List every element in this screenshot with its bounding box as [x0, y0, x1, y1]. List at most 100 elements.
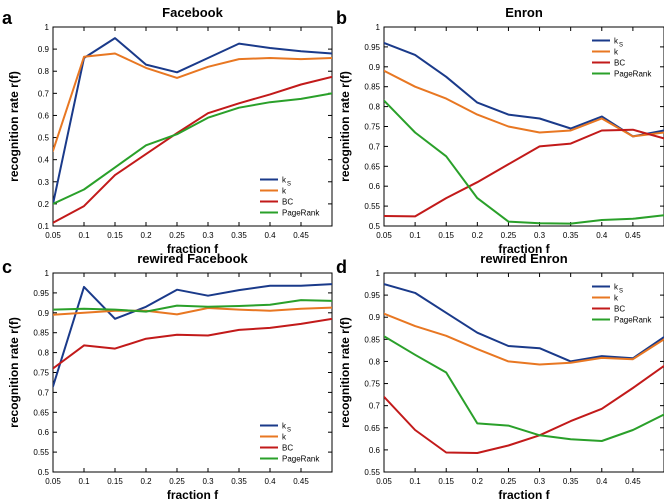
x-tick-label: 0.45 [293, 231, 309, 240]
plot-frame [52, 272, 333, 473]
x-tick-label: 0.25 [501, 231, 517, 240]
y-tick-label: 0.7 [369, 142, 381, 151]
x-tick-label: 0.05 [45, 231, 61, 240]
series-line-k [384, 312, 664, 366]
y-tick-label: 0.2 [38, 200, 50, 209]
x-tick-label: 0.15 [438, 477, 454, 486]
y-tick-label: 0.95 [364, 43, 380, 52]
y-axis-label: recognition rate r(f) [7, 71, 21, 182]
x-tick-label: 0.15 [438, 231, 454, 240]
legend-label: k [614, 37, 619, 46]
legend-label-subscript: S [287, 428, 291, 434]
y-tick-label: 0.75 [364, 380, 380, 389]
legend-label: k [282, 422, 287, 431]
y-tick-label: 0.3 [38, 178, 50, 187]
panel-letter: d [336, 257, 347, 277]
chart-panel-d: d rewired Enron 0.55 0.6 0.65 0.7 0.75 0.8 0.85 0… [336, 251, 664, 502]
legend-label: PageRank [282, 455, 320, 464]
series-line-k-s [384, 41, 664, 138]
y-tick-label: 1 [376, 269, 381, 278]
series-line-k [53, 306, 332, 316]
y-tick-label: 0.7 [369, 402, 381, 411]
x-tick-label: 0.15 [107, 477, 123, 486]
legend-label: k [282, 187, 287, 196]
series-line-k-s [53, 37, 332, 205]
panel-letter: c [2, 257, 12, 277]
y-tick-label: 0.75 [364, 123, 380, 132]
series-line-pagerank [384, 99, 664, 225]
x-tick-label: 0.25 [501, 477, 517, 486]
y-axis-label: recognition rate r(f) [338, 71, 352, 182]
legend-label-subscript: S [619, 43, 623, 49]
legend-label: BC [614, 305, 625, 314]
legend-label: k [614, 294, 619, 303]
y-tick-label: 0.8 [38, 67, 50, 76]
legend-label: PageRank [282, 209, 320, 218]
y-tick-label: 0.8 [369, 103, 381, 112]
panel-letter: b [336, 8, 347, 28]
y-tick-label: 0.75 [33, 369, 49, 378]
y-tick-label: 0.8 [38, 349, 50, 358]
y-tick-label: 0.5 [369, 222, 381, 231]
y-tick-label: 0.4 [38, 156, 50, 165]
y-tick-label: 0.85 [33, 329, 49, 338]
x-tick-label: 0.45 [293, 477, 309, 486]
y-axis-label: recognition rate r(f) [338, 317, 352, 428]
legend-label: k [282, 176, 287, 185]
x-axis-label: fraction f [167, 488, 219, 502]
y-tick-label: 0.7 [38, 89, 50, 98]
legend: k Sk BC PageRank [260, 176, 320, 218]
legend-label-subscript: S [287, 182, 291, 188]
y-tick-label: 0.5 [38, 134, 50, 143]
x-tick-label: 0.35 [231, 477, 247, 486]
legend-label: PageRank [614, 316, 652, 325]
legend-label: k [282, 433, 287, 442]
legend: k Sk BC PageRank [592, 37, 652, 79]
legend-label: BC [282, 198, 293, 207]
plot-frame [52, 26, 333, 227]
y-tick-label: 0.5 [38, 468, 50, 477]
chart-title: Enron [505, 5, 543, 20]
x-tick-label: 0.2 [472, 231, 484, 240]
y-axis-label: recognition rate r(f) [7, 317, 21, 428]
legend-label: BC [282, 444, 293, 453]
series-line-bc [384, 128, 664, 218]
y-tick-label: 0.9 [369, 63, 381, 72]
x-tick-label: 0.25 [169, 477, 185, 486]
x-tick-label: 0.3 [202, 231, 214, 240]
x-axis-label: fraction f [167, 242, 219, 256]
series-line-k [384, 69, 664, 138]
x-tick-label: 0.1 [410, 477, 422, 486]
y-tick-label: 0.7 [38, 388, 50, 397]
series-group [53, 37, 332, 224]
x-tick-label: 0.1 [78, 231, 90, 240]
series-line-bc [384, 364, 664, 454]
legend-label: PageRank [614, 70, 652, 79]
plot-frame [383, 26, 664, 227]
legend-label: k [614, 48, 619, 57]
y-tick-label: 0.9 [38, 309, 50, 318]
x-tick-label: 0.35 [563, 477, 579, 486]
series-group [384, 283, 664, 454]
legend: k Sk BC PageRank [592, 283, 652, 325]
panel-letter: a [2, 8, 13, 28]
x-tick-label: 0.35 [231, 231, 247, 240]
legend-label: BC [614, 59, 625, 68]
series-line-bc [53, 75, 332, 224]
y-tick-label: 0.9 [38, 45, 50, 54]
chart-panel-b: b Enron 0.5 0.55 0.6 0.65 0.7 0.75 0.8 0.85 0.9 0.9… [336, 5, 664, 256]
legend-label-subscript: S [619, 289, 623, 295]
chart-title: rewired Enron [480, 251, 567, 266]
x-axis-label: fraction f [498, 242, 550, 256]
y-tick-label: 1 [45, 23, 50, 32]
y-tick-label: 1 [376, 23, 381, 32]
legend-label: k [614, 283, 619, 292]
x-tick-label: 0.45 [625, 231, 641, 240]
y-tick-label: 0.6 [369, 446, 381, 455]
x-tick-label: 0.3 [534, 477, 546, 486]
y-tick-label: 0.55 [364, 468, 380, 477]
series-line-k-s [53, 283, 332, 388]
x-tick-label: 0.05 [376, 477, 392, 486]
x-tick-label: 0.05 [376, 231, 392, 240]
